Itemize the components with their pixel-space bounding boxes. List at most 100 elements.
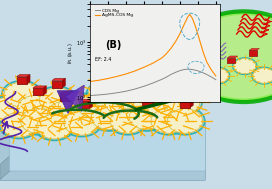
AgMS-COS Mg: [214, 75, 217, 77]
Polygon shape: [249, 48, 259, 50]
CDS Mg: [183, 68, 186, 71]
Circle shape: [143, 94, 178, 118]
Circle shape: [178, 11, 272, 102]
Circle shape: [253, 68, 272, 83]
Circle shape: [105, 90, 140, 114]
Polygon shape: [142, 95, 155, 98]
CDS Mg: [210, 76, 213, 78]
Polygon shape: [190, 98, 193, 108]
CDS Mg: [201, 71, 204, 74]
Polygon shape: [117, 83, 131, 85]
AgMS-COS Mg: [199, 42, 202, 44]
AgMS-COS Mg: [169, 47, 172, 50]
Circle shape: [91, 105, 126, 129]
AgMS-COS Mg: [210, 69, 213, 71]
FancyBboxPatch shape: [10, 120, 205, 171]
AgMS-COS Mg: [106, 77, 109, 80]
Polygon shape: [0, 155, 11, 180]
Polygon shape: [89, 99, 92, 108]
Polygon shape: [166, 89, 180, 91]
Circle shape: [151, 109, 186, 133]
FancyBboxPatch shape: [142, 98, 152, 105]
AgMS-COS Mg: [181, 27, 184, 29]
Polygon shape: [70, 92, 73, 101]
FancyBboxPatch shape: [227, 58, 235, 63]
CDS Mg: [196, 70, 199, 72]
Circle shape: [0, 97, 26, 122]
FancyBboxPatch shape: [0, 122, 205, 180]
FancyBboxPatch shape: [60, 94, 70, 101]
AgMS-COS Mg: [196, 33, 199, 35]
FancyBboxPatch shape: [180, 100, 190, 108]
Circle shape: [183, 15, 272, 98]
AgMS-COS Mg: [88, 80, 91, 83]
CDS Mg: [151, 82, 154, 84]
Polygon shape: [52, 78, 65, 81]
Polygon shape: [227, 56, 238, 58]
Circle shape: [110, 109, 146, 133]
AgMS-COS Mg: [178, 33, 181, 35]
Circle shape: [78, 94, 113, 118]
Text: (B): (B): [106, 40, 122, 50]
AgMS-COS Mg: [202, 51, 205, 53]
AgMS-COS Mg: [186, 15, 190, 18]
Circle shape: [1, 112, 37, 137]
Polygon shape: [57, 91, 79, 113]
Y-axis label: $I_{PL}$ (a.u.): $I_{PL}$ (a.u.): [66, 42, 75, 64]
Polygon shape: [17, 75, 30, 77]
Circle shape: [64, 111, 99, 135]
CDS Mg: [160, 78, 163, 81]
Line: CDS Mg: CDS Mg: [90, 69, 216, 96]
AgMS-COS Mg: [115, 75, 118, 77]
FancyBboxPatch shape: [17, 77, 27, 84]
Circle shape: [129, 105, 165, 129]
Polygon shape: [180, 98, 193, 100]
CDS Mg: [97, 94, 100, 96]
Polygon shape: [79, 99, 92, 101]
AgMS-COS Mg: [193, 24, 197, 27]
Polygon shape: [177, 89, 180, 98]
Line: AgMS-COS Mg: AgMS-COS Mg: [90, 14, 216, 81]
Polygon shape: [152, 95, 155, 105]
Polygon shape: [111, 75, 114, 84]
CDS Mg: [169, 73, 172, 76]
AgMS-COS Mg: [191, 17, 194, 19]
CDS Mg: [133, 88, 137, 90]
CDS Mg: [205, 73, 208, 76]
AgMS-COS Mg: [160, 57, 163, 59]
CDS Mg: [174, 71, 177, 74]
Circle shape: [4, 82, 39, 107]
CDS Mg: [88, 94, 91, 97]
CDS Mg: [178, 70, 181, 72]
Text: EF: 2.4: EF: 2.4: [95, 57, 111, 62]
AgMS-COS Mg: [142, 66, 146, 68]
Circle shape: [126, 86, 162, 111]
Polygon shape: [27, 75, 30, 84]
Circle shape: [167, 109, 203, 133]
CDS Mg: [187, 68, 190, 70]
Polygon shape: [43, 86, 46, 95]
Polygon shape: [128, 83, 131, 92]
Polygon shape: [65, 85, 84, 112]
Circle shape: [88, 82, 124, 107]
Circle shape: [234, 59, 256, 74]
Circle shape: [20, 109, 56, 133]
AgMS-COS Mg: [151, 62, 154, 64]
Circle shape: [48, 101, 83, 126]
AgMS-COS Mg: [205, 61, 208, 63]
Circle shape: [39, 88, 75, 112]
AgMS-COS Mg: [174, 41, 177, 43]
FancyBboxPatch shape: [249, 50, 257, 56]
CDS Mg: [214, 79, 217, 81]
FancyBboxPatch shape: [101, 77, 111, 84]
Polygon shape: [101, 75, 114, 77]
AgMS-COS Mg: [188, 13, 191, 15]
CDS Mg: [165, 76, 168, 78]
AgMS-COS Mg: [124, 73, 127, 75]
Circle shape: [37, 114, 72, 139]
AgMS-COS Mg: [133, 70, 137, 72]
Polygon shape: [60, 92, 73, 94]
Polygon shape: [33, 86, 46, 88]
FancyBboxPatch shape: [166, 91, 177, 98]
Circle shape: [58, 94, 94, 118]
